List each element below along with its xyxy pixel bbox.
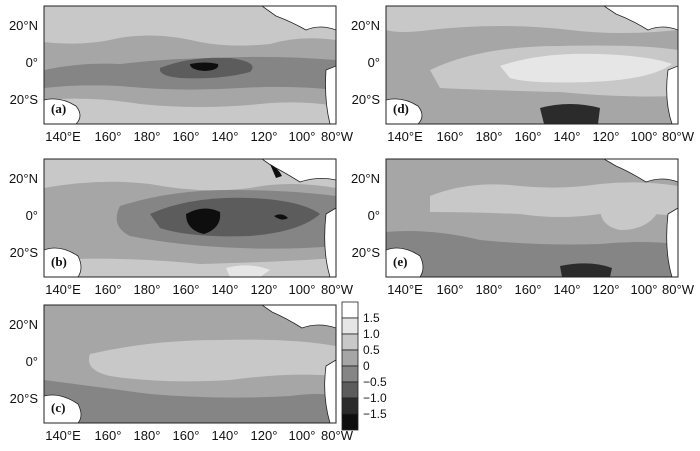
lon-label: 180°	[134, 282, 161, 297]
lat-label-a-20s: 20°S	[10, 92, 39, 107]
lat-label-c-20s: 20°S	[10, 391, 39, 406]
lon-label: 140°E	[45, 428, 81, 443]
lon-label: 80°W	[321, 428, 354, 443]
panel-c	[44, 305, 336, 423]
colorbar-label: 1.5	[363, 311, 380, 325]
lon-label: 160°	[173, 428, 200, 443]
lon-label: 180°	[134, 129, 161, 144]
lat-label-d-eq: 0°	[368, 55, 380, 70]
lon-label: 80°W	[321, 282, 354, 297]
lon-label: 160°	[437, 282, 464, 297]
lat-label-a-20n: 20°N	[9, 18, 38, 33]
panel-label-b: (b)	[51, 254, 67, 269]
lon-label: 120°	[251, 282, 278, 297]
colorbar-label: −1.0	[363, 391, 387, 405]
lon-label: 160°	[437, 129, 464, 144]
lon-label: 140°	[212, 282, 239, 297]
colorbar-label: 0.5	[363, 343, 380, 357]
colorbar-swatch	[341, 317, 359, 335]
lat-label-c-eq: 0°	[26, 354, 38, 369]
lon-label: 160°	[95, 129, 122, 144]
lon-label: 100°	[631, 129, 658, 144]
colorbar-swatch	[341, 381, 359, 399]
lat-label-b-20s: 20°S	[10, 245, 39, 260]
lon-label: 140°E	[387, 282, 423, 297]
colorbar-label: 1.0	[363, 327, 380, 341]
colorbar-swatch	[341, 365, 359, 383]
panel-label-c: (c)	[51, 400, 65, 415]
lon-labels-c: 140°E 160° 180° 160° 140° 120° 100° 80°W	[45, 428, 353, 443]
lon-label: 80°W	[662, 129, 695, 144]
lon-label: 120°	[593, 129, 620, 144]
lon-label: 180°	[476, 282, 503, 297]
lat-label-b-20n: 20°N	[9, 171, 38, 186]
lat-label-d-20n: 20°N	[351, 18, 380, 33]
panel-e	[386, 159, 678, 277]
lon-label: 160°	[95, 282, 122, 297]
lon-label: 140°	[554, 129, 581, 144]
lon-label: 140°	[212, 129, 239, 144]
colorbar-swatch	[341, 333, 359, 351]
lon-label: 160°	[173, 129, 200, 144]
lon-label: 100°	[631, 282, 658, 297]
colorbar-swatch	[341, 397, 359, 415]
colorbar-label: −1.5	[363, 407, 387, 421]
lat-label-c-20n: 20°N	[9, 317, 38, 332]
lon-label: 160°	[95, 428, 122, 443]
lat-label-d-20s: 20°S	[352, 92, 381, 107]
lon-label: 80°W	[662, 282, 695, 297]
panel-label-a: (a)	[51, 101, 66, 116]
lon-label: 180°	[476, 129, 503, 144]
colorbar-label: −0.5	[363, 375, 387, 389]
colorbar-swatch	[341, 413, 359, 431]
lat-label-b-eq: 0°	[26, 208, 38, 223]
lon-label: 100°	[289, 129, 316, 144]
lon-labels-d: 140°E 160° 180° 160° 140° 120° 100° 80°W	[387, 129, 694, 144]
lon-label: 140°E	[45, 282, 81, 297]
panel-label-d: (d)	[393, 101, 409, 116]
lat-labels: 20°N 0° 20°S 20°N 0° 20°S 20°N 0° 20°S 2…	[9, 18, 380, 406]
lon-label: 140°E	[387, 129, 423, 144]
lon-label: 180°	[134, 428, 161, 443]
lon-label: 160°	[173, 282, 200, 297]
lon-label: 160°	[515, 129, 542, 144]
lon-label: 120°	[593, 282, 620, 297]
lon-label: 140°	[554, 282, 581, 297]
panel-label-e: (e)	[393, 254, 407, 269]
colorbar: 1.5 1.0 0.5 0 −0.5 −1.0 −1.5	[341, 301, 387, 431]
colorbar-swatch	[341, 301, 359, 319]
colorbar-swatch	[341, 349, 359, 367]
lat-label-a-eq: 0°	[26, 55, 38, 70]
lon-label: 120°	[251, 129, 278, 144]
lat-label-e-20s: 20°S	[352, 245, 381, 260]
lon-label: 80°W	[321, 129, 354, 144]
lon-label: 140°	[212, 428, 239, 443]
lon-labels-b: 140°E 160° 180° 160° 140° 120° 100° 80°W	[45, 282, 353, 297]
lon-label: 100°	[289, 282, 316, 297]
panel-a	[44, 6, 336, 124]
lon-labels-a: 140°E 160° 180° 160° 140° 120° 100° 80°W	[45, 129, 353, 144]
lon-label: 140°E	[45, 129, 81, 144]
lon-labels-e: 140°E 160° 180° 160° 140° 120° 100° 80°W	[387, 282, 694, 297]
lat-label-e-eq: 0°	[368, 208, 380, 223]
panel-b	[44, 159, 336, 277]
lat-label-e-20n: 20°N	[351, 171, 380, 186]
panel-d	[386, 6, 678, 124]
lon-label: 160°	[515, 282, 542, 297]
lon-label: 120°	[251, 428, 278, 443]
colorbar-label: 0	[363, 359, 370, 373]
lon-label: 100°	[289, 428, 316, 443]
